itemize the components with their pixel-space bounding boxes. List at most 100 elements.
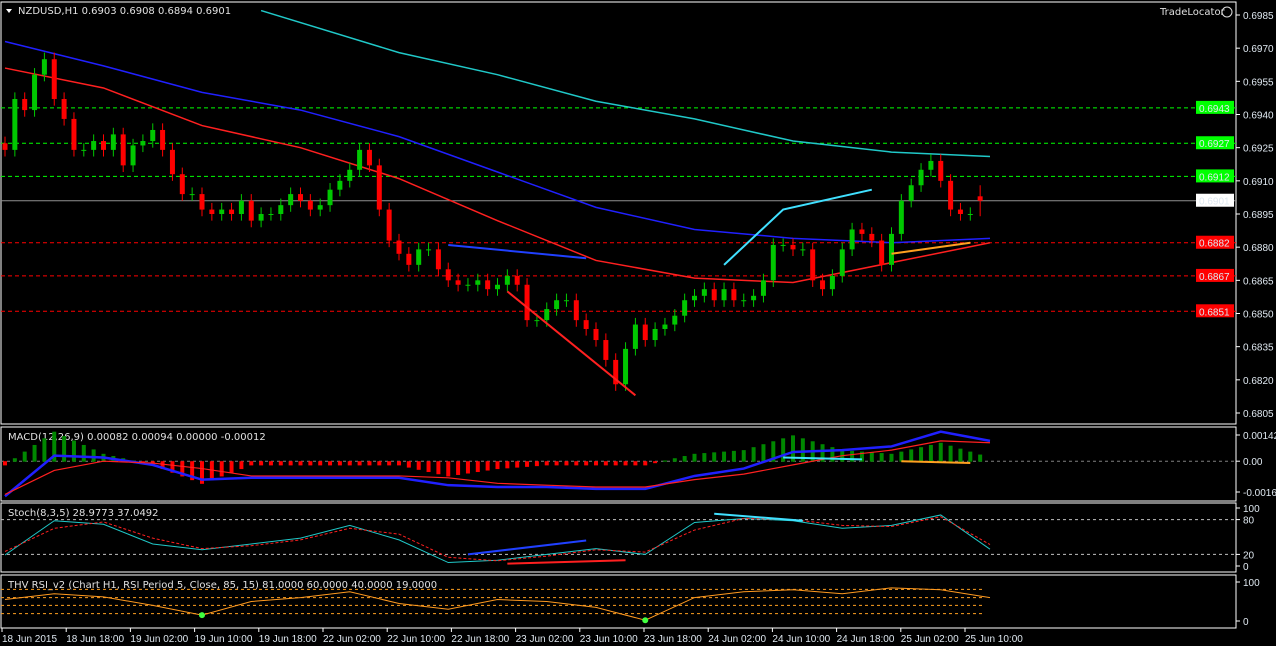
macd-histogram-bar — [62, 436, 67, 462]
current-price-badge — [1196, 193, 1234, 207]
price-level-badge — [1196, 169, 1234, 183]
macd-histogram-bar — [298, 461, 303, 466]
macd-histogram-bar — [643, 461, 648, 466]
macd-histogram-bar — [613, 461, 618, 466]
candle-body — [849, 229, 855, 250]
candle-body — [692, 295, 697, 301]
candle-body — [199, 194, 205, 210]
x-tick-label: 18 Jun 2015 — [2, 634, 57, 645]
sad-face-icon — [1221, 6, 1233, 18]
candle-body — [741, 300, 747, 302]
y-tick-label: 0.6985 — [1243, 11, 1274, 22]
macd-histogram-bar — [584, 461, 589, 466]
candle-body — [298, 194, 303, 201]
macd-histogram-bar — [958, 448, 963, 462]
price-level-label: 0.6882 — [1199, 239, 1230, 250]
price-level-badge — [1196, 100, 1234, 114]
price-level-label: 0.6943 — [1199, 104, 1230, 115]
candle-body — [406, 253, 412, 265]
trendline — [723, 188, 873, 266]
price-level-label: 0.6867 — [1199, 272, 1230, 283]
macd-histogram-bar — [662, 460, 667, 462]
candle-body — [514, 275, 520, 285]
x-tick-label: 18 Jun 18:00 — [66, 634, 124, 645]
candle-body — [652, 328, 658, 341]
candle-body — [32, 74, 38, 111]
macd-histogram-bar — [791, 435, 795, 462]
macd-histogram-bar — [170, 461, 175, 473]
trendline — [714, 512, 803, 522]
macd-histogram-bar — [288, 461, 293, 466]
macd-histogram-bar — [22, 451, 27, 462]
y-tick-label: 0.6805 — [1243, 409, 1274, 420]
moving-average-line — [4, 40, 991, 244]
candle-body — [386, 209, 392, 241]
macd-histogram-bar — [42, 438, 47, 462]
rsi-oversold-marker — [199, 612, 205, 619]
candle-body — [721, 289, 727, 301]
candle-body — [357, 149, 363, 170]
candle-body — [820, 280, 826, 290]
macd-histogram-bar — [623, 461, 628, 466]
brand-label: TradeLocator — [1159, 7, 1226, 18]
macd-histogram-bar — [278, 461, 283, 466]
candle-body — [879, 240, 885, 265]
macd-histogram-bar — [515, 461, 520, 468]
y-tick-label: 0.00142 — [1243, 431, 1276, 442]
candle-body — [780, 244, 786, 246]
candle-body — [179, 174, 185, 195]
candle-body — [101, 141, 106, 150]
macd-histogram-bar — [564, 461, 569, 466]
candle-body — [790, 244, 796, 250]
macd-histogram-bar — [259, 461, 264, 466]
candle-body — [219, 209, 225, 214]
y-tick-label: 0 — [1243, 562, 1249, 573]
x-tick-label: 19 Jun 02:00 — [130, 634, 188, 645]
price-level-badge — [1196, 136, 1234, 150]
macd-histogram-bar — [712, 452, 717, 462]
macd-main-line — [4, 430, 991, 498]
candle-body — [120, 134, 126, 166]
x-tick-label: 24 Jun 10:00 — [772, 634, 830, 645]
y-tick-label: 0.6925 — [1243, 144, 1274, 155]
macd-histogram-bar — [722, 451, 727, 462]
x-tick-label: 19 Jun 18:00 — [259, 634, 317, 645]
macd-histogram-bar — [397, 461, 401, 466]
candle-body — [91, 141, 97, 150]
y-tick-label: 0.6955 — [1243, 77, 1274, 88]
candle-body — [898, 200, 904, 234]
candle-body — [869, 233, 875, 241]
candle-body — [51, 59, 57, 100]
macd-histogram-bar — [190, 461, 195, 481]
macd-histogram-bar — [534, 461, 539, 467]
candle-body — [751, 295, 757, 301]
candle-body — [81, 149, 87, 151]
trendline — [448, 243, 587, 260]
macd-histogram-bar — [682, 456, 687, 462]
candle-body — [554, 300, 560, 310]
candle-body — [435, 249, 441, 270]
x-tick-label: 25 Jun 02:00 — [901, 634, 959, 645]
candle-body — [258, 214, 264, 221]
candle-body — [977, 196, 983, 201]
y-tick-label: 0.6910 — [1243, 177, 1274, 188]
macd-histogram-bar — [377, 461, 382, 466]
candle-body — [524, 284, 530, 321]
macd-histogram-bar — [889, 453, 894, 462]
candle-body — [268, 214, 274, 215]
candle-body — [12, 99, 18, 150]
candle-body — [573, 300, 579, 321]
macd-histogram-bar — [12, 458, 17, 462]
macd-histogram-bar — [465, 461, 470, 474]
candle-body — [859, 229, 865, 234]
candle-body — [445, 269, 451, 281]
candle-body — [130, 145, 136, 166]
y-tick-label: 0.00 — [1243, 457, 1263, 468]
candle-body — [672, 315, 678, 325]
stoch-signal-line — [4, 516, 991, 562]
macd-histogram-bar — [594, 461, 598, 466]
price-level-label: 0.6851 — [1199, 307, 1230, 318]
panel-macd — [0, 426, 1237, 502]
candle-body — [41, 59, 47, 75]
